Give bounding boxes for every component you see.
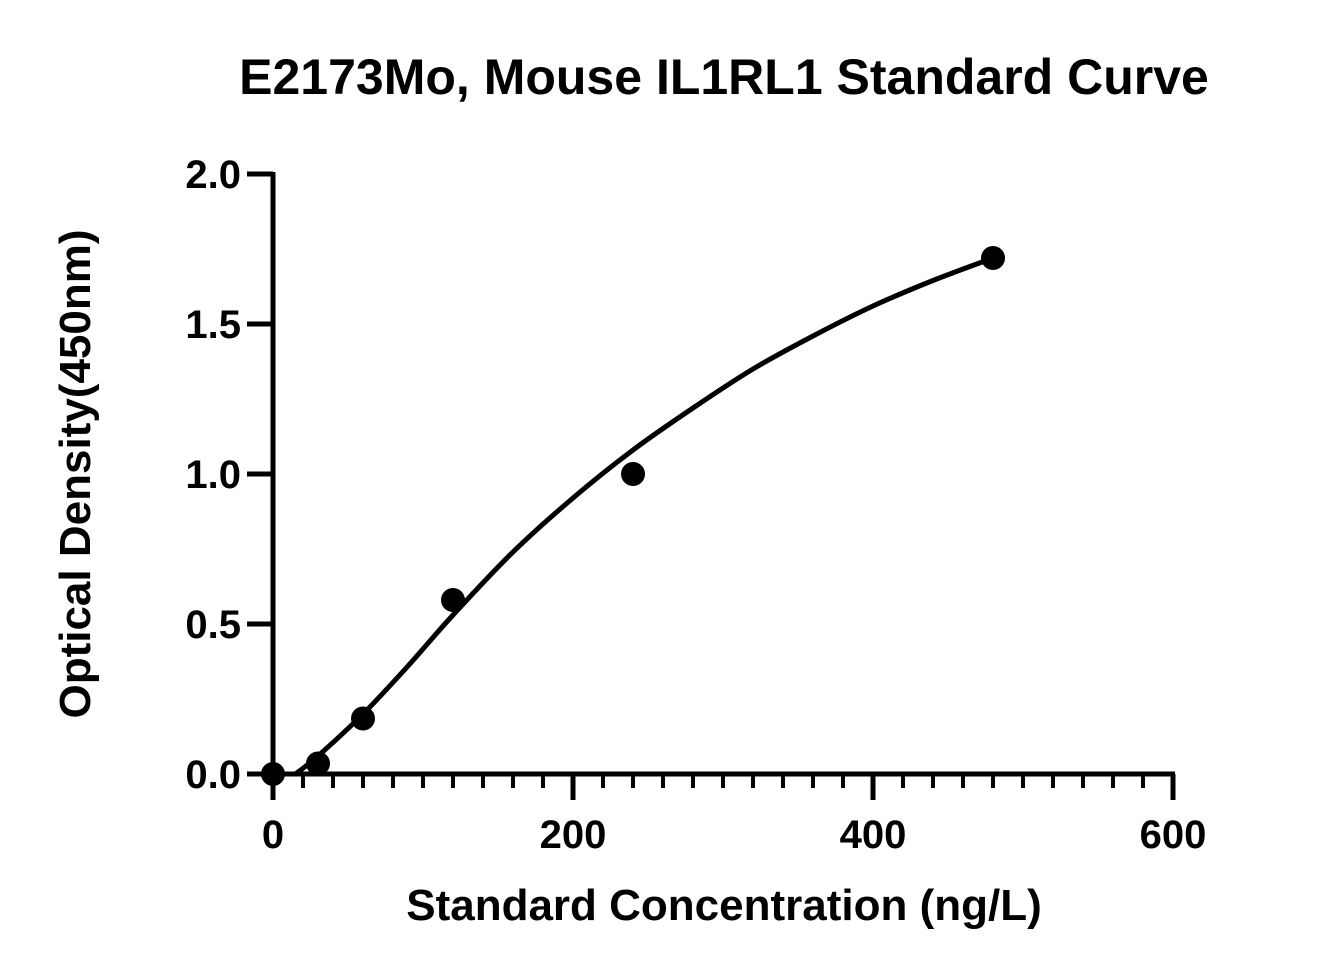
y-tick-label: 1.0 [185, 453, 241, 497]
data-point [351, 706, 375, 731]
y-axis-label: Optical Density(450nm) [51, 229, 100, 718]
axes: 0.0 0.5 1.0 1.5 2.0 0 200 400 600 [185, 153, 1206, 857]
x-tick-label: 600 [1140, 813, 1207, 857]
data-point [261, 762, 285, 786]
data-point [441, 588, 465, 612]
x-tick-label: 0 [262, 813, 284, 857]
y-tick-label: 0.0 [185, 753, 241, 797]
fit-curve-line [293, 255, 994, 776]
data-point [306, 751, 330, 776]
fit-curve-layer [293, 255, 994, 776]
data-point [981, 246, 1005, 270]
data-point [621, 462, 645, 486]
x-tick-label: 200 [540, 813, 607, 857]
x-axis-label: Standard Concentration (ng/L) [406, 881, 1042, 930]
x-tick-label: 400 [840, 813, 907, 857]
y-tick-label: 2.0 [185, 153, 241, 197]
y-tick-label: 0.5 [185, 603, 241, 647]
y-tick-label: 1.5 [185, 303, 241, 347]
data-points-layer [261, 246, 1005, 786]
chart-title: E2173Mo, Mouse IL1RL1 Standard Curve [239, 49, 1209, 105]
